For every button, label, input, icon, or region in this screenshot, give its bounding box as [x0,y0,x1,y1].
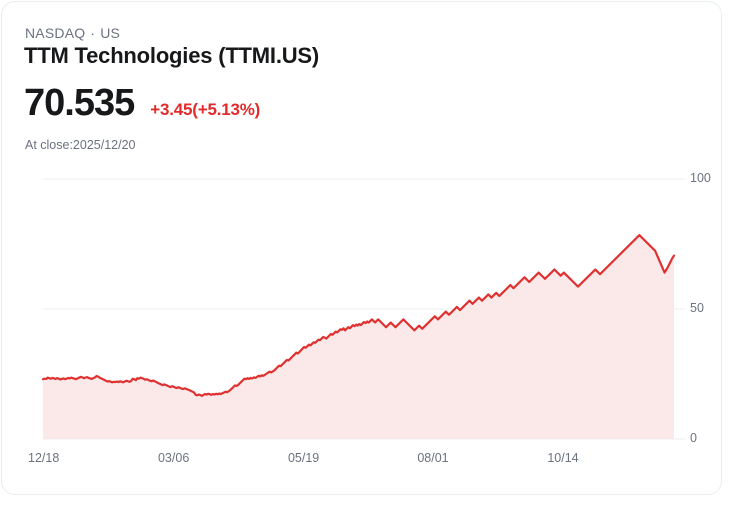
separator-dot: · [90,25,96,41]
exchange-region-row: NASDAQ · US [25,25,120,41]
y-axis-tick-label: 50 [690,301,704,315]
price-value: 70.535 [24,82,135,124]
chart-line [41,234,676,397]
market-status: At close:2025/12/20 [25,138,136,152]
x-axis-tick-label: 05/19 [287,451,320,465]
x-axis-tick-label: 08/01 [417,451,449,465]
x-axis-tick-label: 10/14 [547,451,579,465]
price-row: 70.535 +3.45(+5.13%) [24,82,260,125]
region-label: US [100,25,121,41]
chart-area-fill [43,235,674,439]
price-chart-svg[interactable] [2,2,722,495]
y-axis-tick-label: 0 [690,431,697,445]
page-title: TTM Technologies (TTMI.US) [24,43,320,68]
x-axis-tick-label: 03/06 [157,451,190,465]
y-axis-tick-label: 100 [690,171,711,185]
x-axis-tick-label: 12/18 [28,451,60,465]
price-change: +3.45(+5.13%) [150,100,261,119]
exchange-label: NASDAQ [25,25,86,41]
stock-quote-card: NASDAQ · US TTM Technologies (TTMI.US) 70.… [1,1,722,495]
price-chart[interactable]: 0 50 100 12/18 03/06 05/19 08/01 10/14 [2,2,722,495]
